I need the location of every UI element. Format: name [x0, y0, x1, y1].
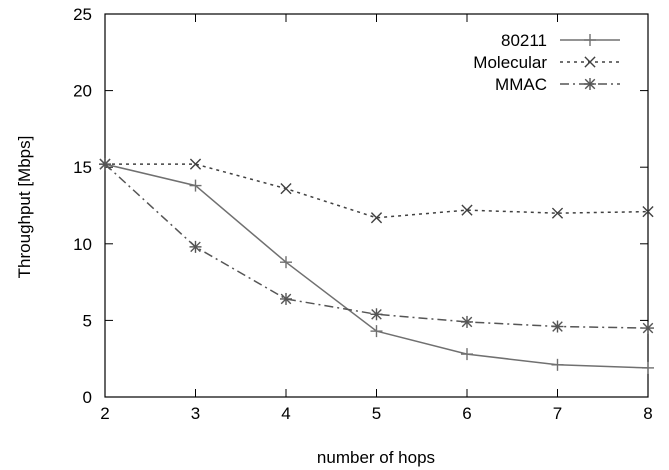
- legend-label: 80211: [501, 31, 547, 50]
- legend-marker: [584, 56, 596, 68]
- data-point: [280, 183, 292, 195]
- series-line-molecular: [105, 163, 649, 219]
- legend-label: Molecular: [473, 53, 547, 72]
- plot-frame: [104, 13, 649, 398]
- data-point: [280, 292, 292, 305]
- legend-marker: [584, 78, 596, 90]
- x-tick-label: 7: [553, 404, 562, 423]
- data-point: [280, 256, 292, 269]
- data-point: [551, 320, 564, 333]
- data-point: [461, 315, 473, 328]
- legend-label: MMAC: [495, 75, 547, 94]
- data-point: [642, 206, 654, 218]
- data-point: [370, 308, 383, 321]
- data-point: [370, 212, 383, 224]
- y-tick-label: 5: [83, 311, 92, 330]
- series-line-mmac: [104, 163, 649, 329]
- y-tick-label: 0: [83, 388, 92, 407]
- y-tick-label: 10: [73, 235, 92, 254]
- data-point: [642, 361, 654, 374]
- data-point: [461, 348, 473, 361]
- data-point: [370, 325, 383, 338]
- x-axis-title: number of hops: [317, 448, 435, 467]
- y-tick-label: 15: [73, 158, 92, 177]
- x-tick-label: 2: [100, 404, 109, 423]
- data-point: [461, 204, 473, 216]
- y-tick-label: 25: [73, 5, 92, 24]
- y-axis-title: Throughput [Mbps]: [15, 136, 34, 279]
- data-point: [551, 358, 564, 371]
- x-tick-label: 8: [643, 404, 652, 423]
- data-point: [642, 322, 654, 335]
- x-tick-label: 6: [462, 404, 471, 423]
- x-tick-label: 5: [372, 404, 381, 423]
- y-tick-label: 20: [73, 82, 92, 101]
- data-point: [189, 158, 202, 170]
- x-tick-label: 3: [191, 404, 200, 423]
- data-point: [189, 240, 202, 253]
- data-point: [99, 158, 111, 171]
- legend-marker: [584, 34, 596, 46]
- data-point: [189, 179, 202, 192]
- series-line-80211: [104, 163, 649, 369]
- x-tick-label: 4: [281, 404, 290, 423]
- data-point: [551, 207, 564, 219]
